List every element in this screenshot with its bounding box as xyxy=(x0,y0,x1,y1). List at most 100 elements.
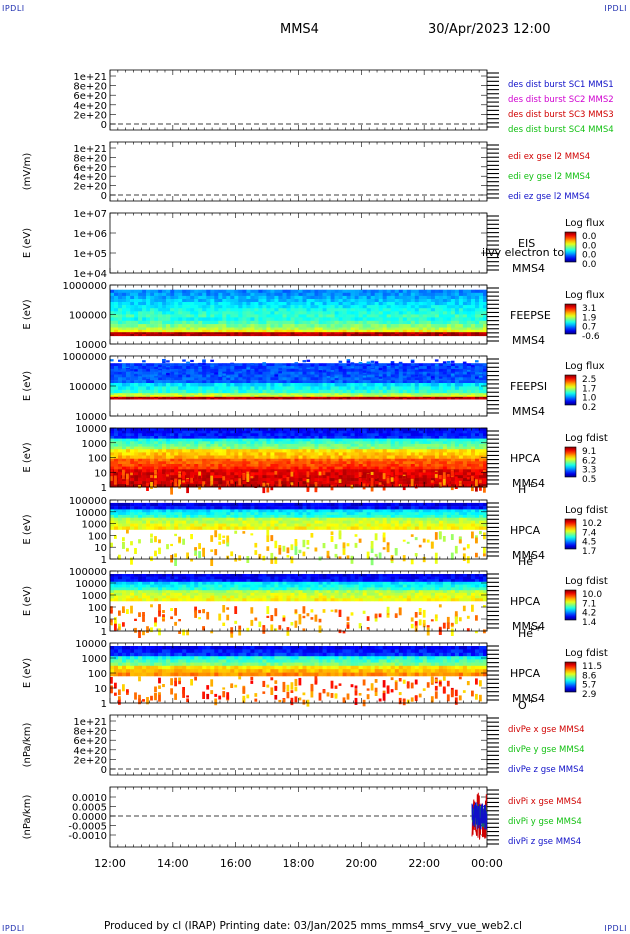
spectrogram-cell xyxy=(126,314,131,318)
spectrogram-cell xyxy=(114,368,119,372)
spectrogram-cell xyxy=(446,371,452,375)
spectrogram-cell xyxy=(338,455,343,459)
spectrogram-cell xyxy=(138,469,143,473)
spectrogram-cell xyxy=(370,308,375,312)
spectrogram-cell xyxy=(278,438,283,442)
spectrogram-cell xyxy=(214,464,219,467)
spectrogram-cell xyxy=(262,311,267,315)
spectrogram-cell xyxy=(278,466,283,470)
spectrogram-cell xyxy=(226,475,231,479)
spectrogram-cell xyxy=(354,371,359,375)
spectrogram-cell xyxy=(290,441,295,445)
spectrogram-cell xyxy=(174,366,179,370)
spectrogram-cell xyxy=(370,377,375,381)
spectrogram-cell xyxy=(426,368,432,372)
spectrogram-cell xyxy=(483,292,488,297)
spacecraft-label: MMS4 xyxy=(512,405,545,418)
spectrogram-cell xyxy=(346,383,351,387)
spectrogram-cell xyxy=(146,327,151,331)
spectrogram-cell xyxy=(442,327,448,331)
spectrogram-cell xyxy=(246,386,251,391)
spectrogram-cell xyxy=(282,481,287,485)
spectrogram-cell xyxy=(350,398,355,400)
spectrogram-cell xyxy=(262,428,267,431)
spectrogram-cell xyxy=(326,371,331,375)
spectrogram-cell xyxy=(178,380,183,384)
spectrogram-cell xyxy=(134,327,139,331)
spectrogram-cell xyxy=(430,371,436,375)
spectrogram-cell xyxy=(434,320,440,325)
spectrogram-cell xyxy=(394,386,400,391)
spectrogram-cell xyxy=(471,320,476,325)
spectrogram-cell xyxy=(258,430,263,434)
spectrogram-cell xyxy=(118,446,123,450)
spectrogram-cell xyxy=(398,311,404,315)
spectrogram-cell xyxy=(130,363,135,367)
spectrogram-cell xyxy=(142,368,147,372)
spectrogram-cell xyxy=(306,396,311,399)
spectrogram-cell xyxy=(138,374,143,378)
spectrogram-cell xyxy=(270,386,275,391)
spectrogram-cell xyxy=(110,484,115,488)
spectrogram-cell xyxy=(366,314,371,318)
spectrogram-cell xyxy=(466,396,472,399)
spectrogram-cell xyxy=(206,475,211,479)
spectrogram-cell xyxy=(226,472,231,476)
spectrogram-cell xyxy=(114,374,119,378)
spectrogram-cell xyxy=(466,386,472,391)
spectrogram-cell xyxy=(258,461,263,465)
spectrogram-cell xyxy=(398,305,404,309)
spectrogram-cell xyxy=(274,484,279,488)
spectrogram-cell xyxy=(374,320,379,325)
spectrogram-cell xyxy=(282,389,287,394)
spectrogram-cell xyxy=(266,466,271,470)
spectrogram-cell xyxy=(130,398,135,400)
spectrogram-cell xyxy=(394,295,400,300)
spectrogram-cell xyxy=(194,478,199,482)
spectrogram-cell xyxy=(246,481,251,485)
spectrogram-cell xyxy=(358,386,363,391)
spectrogram-speck xyxy=(174,370,178,373)
spectrogram-speck xyxy=(314,364,319,367)
spectrogram-cell xyxy=(442,329,448,333)
spectrogram-cell xyxy=(222,383,227,387)
spectrogram-cell xyxy=(262,324,267,328)
spectrogram-cell xyxy=(326,464,331,467)
spectrogram-cell xyxy=(266,332,271,335)
spectrogram-cell xyxy=(186,389,191,394)
spectrogram-cell xyxy=(370,334,375,337)
spectrogram-cell xyxy=(302,305,307,309)
spectrogram-cell xyxy=(310,299,315,303)
spectrogram-cell xyxy=(350,314,355,318)
spectrogram-cell xyxy=(430,374,436,378)
spectrogram-cell xyxy=(258,329,263,333)
spectrogram-cell xyxy=(182,452,187,456)
spectrogram-cell xyxy=(471,308,476,312)
spectrogram-cell xyxy=(278,332,283,335)
spectrogram-cell xyxy=(438,383,444,387)
spectrogram-cell xyxy=(134,329,139,333)
spectrogram-cell xyxy=(270,443,275,447)
spectrogram-cell xyxy=(226,295,231,300)
spectrogram-cell xyxy=(246,317,251,321)
spectrogram-cell xyxy=(158,363,163,367)
spectrogram-cell xyxy=(282,455,287,459)
spectrogram-cell xyxy=(402,386,408,391)
spectrogram-cell xyxy=(354,329,359,333)
spectrogram-cell xyxy=(358,393,363,396)
spectrogram-cell xyxy=(270,305,275,309)
spectrogram-cell xyxy=(174,458,179,462)
spectrogram-cell xyxy=(418,366,424,370)
spectrogram-cell xyxy=(146,374,151,378)
spectrogram-cell xyxy=(438,332,444,335)
spectrogram-cell xyxy=(146,395,151,398)
spectrogram-cell xyxy=(282,393,287,396)
spectrogram-cell xyxy=(382,289,387,294)
spectrogram-cell xyxy=(254,302,259,306)
spectrogram-cell xyxy=(210,289,215,294)
spectrogram-cell xyxy=(226,449,231,453)
spectrogram-cell xyxy=(250,324,255,328)
spectrogram-cell xyxy=(286,292,291,297)
spectrogram-cell xyxy=(178,469,183,473)
spectrogram-speck xyxy=(290,482,294,486)
